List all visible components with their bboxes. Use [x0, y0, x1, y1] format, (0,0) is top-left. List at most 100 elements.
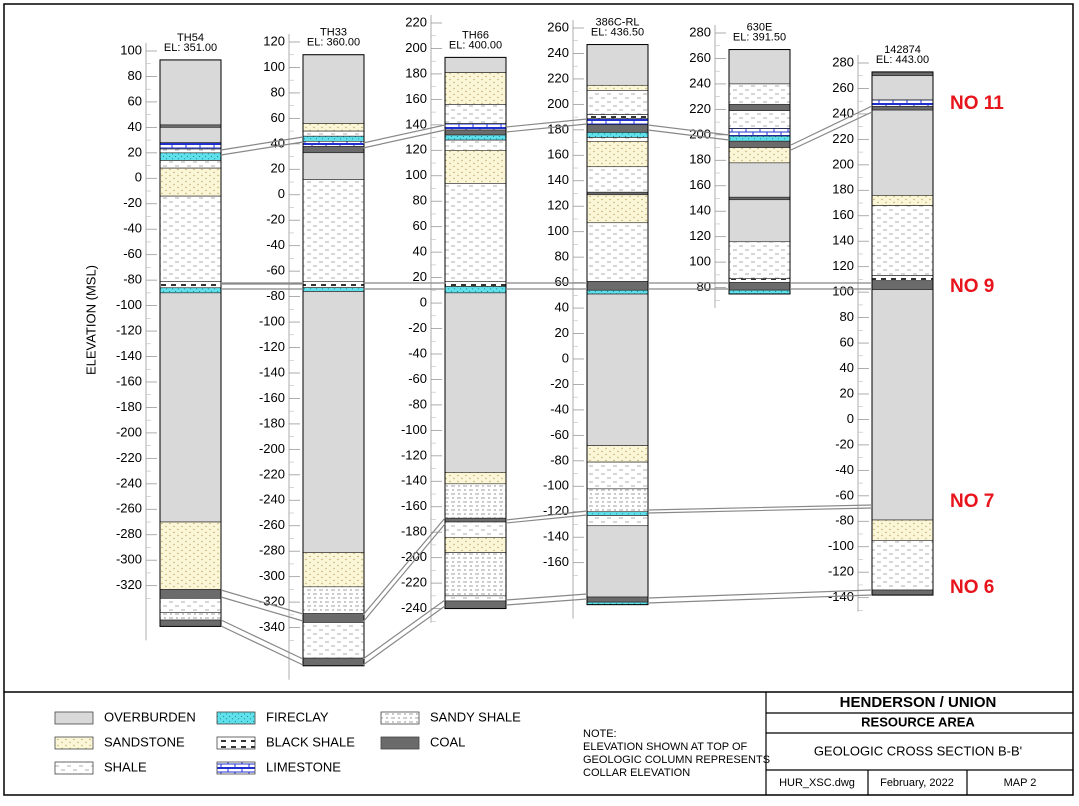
- layer: [728, 278, 791, 283]
- tick-label: 80: [128, 68, 142, 83]
- layer: [302, 622, 365, 659]
- tick-label: -160: [543, 554, 569, 569]
- layer: [871, 280, 934, 290]
- column-outline: [871, 71, 934, 596]
- correlation-line: [505, 118, 588, 128]
- layer: [871, 195, 934, 206]
- layer: [586, 281, 649, 291]
- note-line: COLLAR ELEVATION: [583, 767, 690, 779]
- tick-label: -40: [408, 345, 427, 360]
- tick-label: 100: [120, 42, 142, 57]
- tick-label: -40: [123, 221, 142, 236]
- correlation-lines: [220, 105, 873, 666]
- layer: [302, 135, 365, 142]
- tick-label: 240: [832, 105, 854, 120]
- tick-label: -100: [543, 478, 569, 493]
- layer: [159, 287, 222, 294]
- tick-label: 120: [689, 228, 711, 243]
- tick-label: 100: [689, 254, 711, 269]
- layer: [159, 521, 222, 590]
- tick-label: 220: [405, 14, 427, 29]
- column-name: TH33: [320, 27, 347, 39]
- tick-label: 100: [405, 167, 427, 182]
- layer: [159, 127, 222, 143]
- layer: [586, 140, 649, 168]
- tick-label: 220: [547, 70, 569, 85]
- tick-label: 0: [562, 350, 569, 365]
- tick-label: 120: [832, 258, 854, 273]
- tick-label: -280: [259, 543, 285, 558]
- tick-label: -180: [259, 415, 285, 430]
- column-elevation: EL: 400.00: [449, 39, 502, 51]
- tick-label: -120: [543, 503, 569, 518]
- tick-label: -180: [401, 524, 427, 539]
- layer: [444, 123, 507, 131]
- tick-label: 220: [832, 131, 854, 146]
- layer: [159, 598, 222, 613]
- correlation-line: [790, 105, 873, 146]
- tick-label: 280: [689, 24, 711, 39]
- legend-label: COAL: [430, 734, 465, 749]
- layer: [586, 222, 649, 282]
- correlation-line: [220, 136, 304, 151]
- tick-label: -320: [116, 577, 142, 592]
- layer: [159, 612, 222, 621]
- layer: [871, 75, 934, 101]
- company: HENDERSON / UNION: [840, 694, 997, 711]
- tick-label: 40: [128, 119, 142, 134]
- layer: [728, 135, 791, 142]
- correlation-line: [647, 124, 730, 136]
- tick-label: -20: [550, 376, 569, 391]
- layer: [444, 72, 507, 105]
- tick-label: -60: [266, 263, 285, 278]
- tick-label: -140: [401, 473, 427, 488]
- layer: [444, 286, 507, 294]
- tick-label: 20: [271, 161, 285, 176]
- layer: [302, 287, 365, 292]
- tick-label: 80: [697, 279, 711, 294]
- tick-label: -260: [116, 501, 142, 516]
- tick-label: -100: [828, 538, 854, 553]
- tick-label: -300: [259, 568, 285, 583]
- layer: [302, 291, 365, 553]
- layer: [871, 105, 934, 111]
- y-axis-label: ELEVATION (MSL): [83, 265, 98, 375]
- layer: [586, 289, 649, 295]
- tick-label: 60: [271, 110, 285, 125]
- tick-label: -260: [259, 517, 285, 532]
- layer: [586, 90, 649, 115]
- layer: [871, 540, 934, 591]
- layer: [586, 132, 649, 138]
- seam-label: NO 7: [950, 491, 994, 512]
- file-name: HUR_XSC.dwg: [779, 777, 855, 789]
- note-line: ELEVATION SHOWN AT TOP OF: [583, 741, 748, 753]
- tick-label: -40: [835, 462, 854, 477]
- column-outline: [159, 59, 222, 627]
- correlation-line: [220, 589, 873, 666]
- layer: [444, 517, 507, 523]
- tick-label: 260: [547, 19, 569, 34]
- correlation-line: [362, 124, 446, 144]
- layer: [444, 536, 507, 553]
- layer: [302, 281, 365, 288]
- tick-label: -180: [116, 399, 142, 414]
- tick-label: 180: [547, 121, 569, 136]
- map-number: MAP 2: [1004, 777, 1037, 789]
- tick-label: 160: [547, 147, 569, 162]
- layer: [728, 147, 791, 164]
- tick-label: 120: [263, 33, 285, 48]
- tick-label: 120: [547, 198, 569, 213]
- title-grid: [765, 692, 1073, 795]
- layer: [871, 275, 934, 281]
- legend-swatch: [216, 711, 256, 725]
- layer: [444, 595, 507, 602]
- column-elevation: EL: 436.50: [591, 26, 644, 38]
- layer: [586, 194, 649, 224]
- legend-swatch: [54, 711, 94, 725]
- column-name: 630E: [747, 21, 773, 33]
- legend-label: SANDSTONE: [104, 734, 185, 749]
- tick-label: 280: [832, 54, 854, 69]
- tick-label: -140: [259, 364, 285, 379]
- layer: [728, 162, 791, 198]
